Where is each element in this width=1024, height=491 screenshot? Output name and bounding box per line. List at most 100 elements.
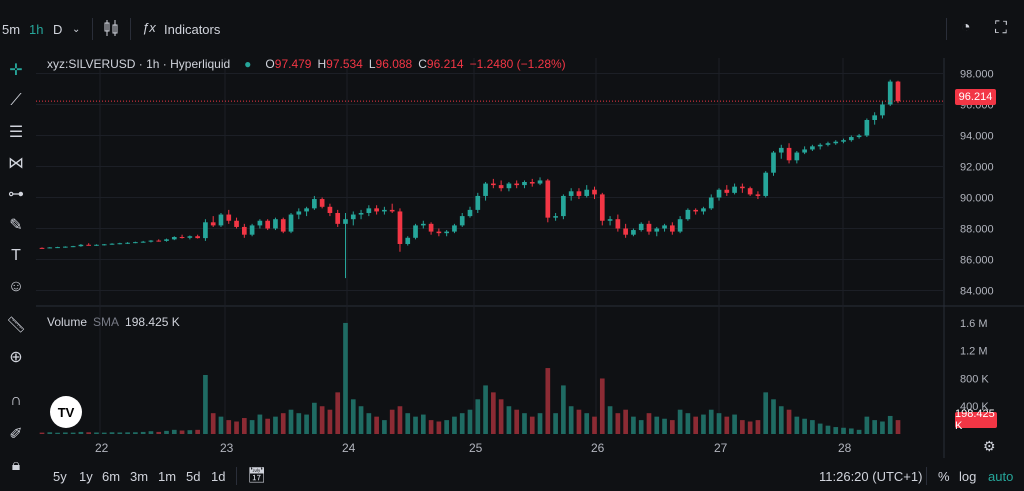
- candle-body: [506, 183, 512, 189]
- fullscreen-icon[interactable]: ⛶: [995, 18, 1007, 37]
- volume-bar: [872, 420, 877, 434]
- volume-bar: [747, 421, 753, 434]
- volume-bar: [389, 409, 395, 434]
- bottom-toolbar: 5y 1y 6m 3m 1m 5d 1d 📅︎ 11:26:20 (UTC+1)…: [0, 462, 1024, 491]
- percent-toggle[interactable]: %: [938, 469, 950, 484]
- volume-bar: [218, 416, 224, 434]
- range-1d[interactable]: 1d: [211, 469, 226, 484]
- volume-bar: [771, 399, 776, 434]
- toolbar-divider: [92, 18, 93, 40]
- lock-icon[interactable]: 🔒︎: [11, 457, 21, 474]
- candle-body: [164, 239, 169, 241]
- indicators-button[interactable]: Indicators: [164, 22, 221, 37]
- text-tool-icon[interactable]: T: [11, 247, 21, 264]
- volume-bar: [39, 432, 45, 434]
- volume-bar: [382, 420, 387, 434]
- volume-bar: [693, 416, 699, 434]
- volume-bar: [397, 406, 403, 434]
- range-1m[interactable]: 1m: [158, 469, 177, 484]
- range-3m[interactable]: 3m: [130, 469, 149, 484]
- trend-line-icon[interactable]: ⟋: [10, 92, 22, 109]
- volume-bar: [413, 416, 418, 434]
- volume-bar: [140, 431, 146, 434]
- volume-bar: [125, 432, 130, 434]
- interval-1h[interactable]: 1h: [29, 22, 44, 37]
- volume-label: Volume: [47, 315, 88, 329]
- candle-body: [335, 213, 341, 224]
- log-toggle[interactable]: log: [959, 469, 977, 484]
- volume-bar: [179, 430, 185, 434]
- candle-body: [133, 242, 138, 244]
- volume-bar: [724, 416, 730, 434]
- pattern-icon[interactable]: ⋈: [8, 155, 24, 172]
- candle-body: [771, 152, 776, 173]
- price-tick-label: 94.000: [960, 131, 994, 143]
- tradingview-logo[interactable]: TV: [50, 396, 82, 428]
- screenshot-icon[interactable]: ◔: [961, 19, 971, 36]
- candle-body: [265, 220, 271, 229]
- symbol-label[interactable]: xyz:SILVERUSD · 1h · Hyperliquid: [47, 57, 231, 71]
- candle-body: [117, 243, 123, 245]
- volume-bar: [514, 409, 520, 434]
- crosshair-icon[interactable]: ✛: [9, 62, 23, 79]
- range-5y[interactable]: 5y: [53, 469, 67, 484]
- volume-bar: [171, 429, 177, 434]
- candle-body: [880, 104, 885, 116]
- zoom-in-icon[interactable]: ⊕: [9, 349, 23, 366]
- range-5d[interactable]: 5d: [186, 469, 201, 484]
- volume-bar: [864, 416, 870, 434]
- volume-bar: [475, 399, 481, 434]
- volume-bar: [304, 414, 309, 434]
- volume-bar: [825, 425, 831, 434]
- candle-body: [740, 186, 745, 189]
- candle-style-icon[interactable]: [103, 18, 119, 41]
- candle-body: [444, 231, 449, 234]
- price-chart[interactable]: 98.00096.00094.00092.00090.00088.00086.0…: [36, 58, 1024, 458]
- volume-bar: [638, 420, 644, 434]
- candle-body: [677, 219, 683, 232]
- bottom-divider: [236, 467, 237, 485]
- volume-bar: [350, 399, 356, 434]
- volume-bar: [732, 414, 737, 434]
- settings-gear-icon[interactable]: ⚙: [983, 438, 996, 454]
- candle-body: [778, 147, 784, 153]
- candle-body: [561, 195, 566, 217]
- price-tick-label: 92.000: [960, 162, 994, 174]
- projection-icon[interactable]: ⊶: [8, 186, 24, 203]
- candle-body: [288, 214, 294, 232]
- candle-body: [607, 219, 613, 221]
- candle-body: [343, 219, 348, 224]
- candle-body: [810, 146, 815, 150]
- volume-bar: [257, 414, 263, 434]
- emoji-icon[interactable]: ☺: [7, 278, 25, 295]
- goto-date-icon[interactable]: 📅︎: [247, 467, 267, 484]
- interval-5m[interactable]: 5m: [2, 22, 21, 37]
- drawing-toolbar: ✛ ⟋ ☰ ⋈ ⊶ ✎ T ☺ 📏︎ ⊕ ∩ ✐ 🔒︎: [0, 58, 36, 491]
- magnet-icon[interactable]: ∩: [10, 392, 22, 409]
- clock-label[interactable]: 11:26:20 (UTC+1): [819, 469, 923, 484]
- candle-body: [545, 180, 551, 218]
- fx-icon[interactable]: ƒx: [142, 20, 156, 35]
- volume-bar: [109, 432, 115, 434]
- candle-body: [234, 220, 239, 227]
- volume-bar: [708, 409, 714, 434]
- volume-bar: [327, 409, 333, 434]
- range-1y[interactable]: 1y: [79, 469, 93, 484]
- auto-toggle[interactable]: auto: [988, 469, 1014, 484]
- candle-body: [218, 214, 224, 226]
- interval-dropdown-chevron-icon[interactable]: ⌄: [72, 24, 81, 35]
- candle-body: [63, 246, 68, 248]
- candle-body: [716, 189, 722, 198]
- ruler-icon[interactable]: 📏︎: [5, 317, 27, 334]
- volume-bar: [778, 406, 784, 434]
- fib-levels-icon[interactable]: ☰: [8, 124, 24, 141]
- volume-bar: [615, 413, 621, 434]
- range-6m[interactable]: 6m: [102, 469, 121, 484]
- brush-icon[interactable]: ✎: [9, 217, 23, 234]
- volume-bar: [374, 416, 379, 434]
- candle-body: [203, 222, 208, 239]
- volume-bar: [452, 416, 457, 434]
- volume-bar: [662, 418, 667, 434]
- interval-d[interactable]: D: [53, 22, 63, 37]
- lock-drawing-icon[interactable]: ✐: [9, 426, 23, 443]
